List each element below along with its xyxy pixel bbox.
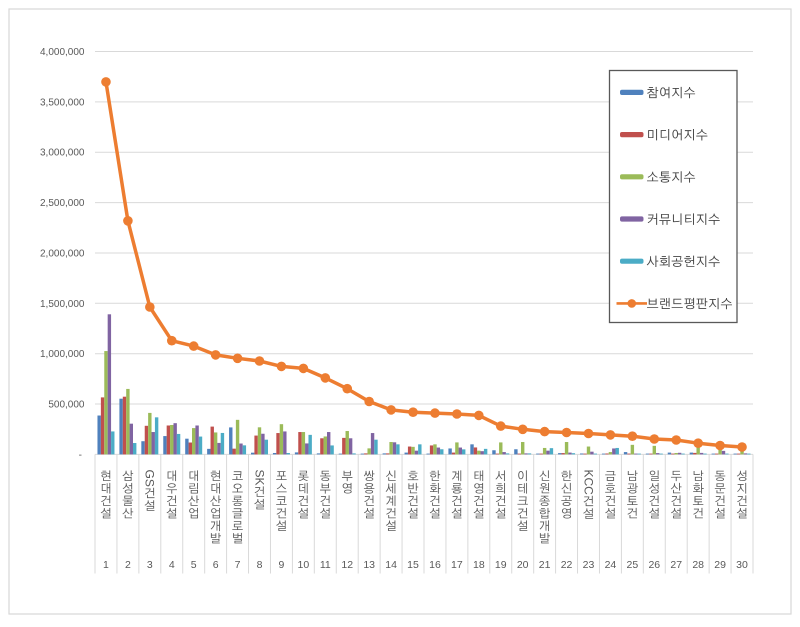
svg-text:26: 26 — [648, 559, 660, 571]
svg-text:15: 15 — [407, 559, 419, 571]
svg-text:2,000,000: 2,000,000 — [40, 249, 85, 260]
svg-text:12: 12 — [341, 559, 353, 571]
svg-text:3,500,000: 3,500,000 — [40, 97, 85, 108]
svg-text:29: 29 — [714, 559, 726, 571]
svg-text:20: 20 — [517, 559, 529, 571]
svg-text:3,000,000: 3,000,000 — [40, 148, 85, 159]
svg-text:6: 6 — [213, 559, 219, 571]
svg-text:KCC: KCC — [581, 470, 595, 496]
svg-text:7: 7 — [235, 559, 241, 571]
svg-text:1,500,000: 1,500,000 — [40, 299, 85, 310]
svg-text:25: 25 — [627, 559, 639, 571]
svg-text:17: 17 — [451, 559, 463, 571]
svg-text:8: 8 — [257, 559, 263, 571]
svg-text:GS: GS — [143, 470, 157, 487]
svg-text:SK: SK — [252, 470, 266, 486]
svg-text:4,000,000: 4,000,000 — [40, 47, 85, 58]
svg-text:16: 16 — [429, 559, 441, 571]
svg-text:2: 2 — [125, 559, 131, 571]
svg-text:3: 3 — [147, 559, 153, 571]
svg-text:13: 13 — [363, 559, 375, 571]
svg-text:19: 19 — [495, 559, 507, 571]
svg-text:14: 14 — [385, 559, 397, 571]
svg-text:11: 11 — [320, 559, 331, 571]
svg-text:23: 23 — [583, 559, 595, 571]
svg-text:21: 21 — [539, 559, 551, 571]
svg-text:18: 18 — [473, 559, 485, 571]
svg-text:4: 4 — [169, 559, 175, 571]
svg-text:5: 5 — [191, 559, 197, 571]
svg-text:22: 22 — [561, 559, 573, 571]
svg-text:24: 24 — [605, 559, 617, 571]
svg-text:1,000,000: 1,000,000 — [40, 349, 85, 360]
svg-text:1: 1 — [103, 559, 109, 571]
svg-text:2,500,000: 2,500,000 — [40, 198, 85, 209]
svg-text:500,000: 500,000 — [48, 400, 85, 411]
svg-text:9: 9 — [279, 559, 285, 571]
svg-text:28: 28 — [692, 559, 704, 571]
svg-text:27: 27 — [670, 559, 682, 571]
svg-text:10: 10 — [298, 559, 310, 571]
svg-text:30: 30 — [736, 559, 748, 571]
svg-text:-: - — [79, 450, 82, 461]
